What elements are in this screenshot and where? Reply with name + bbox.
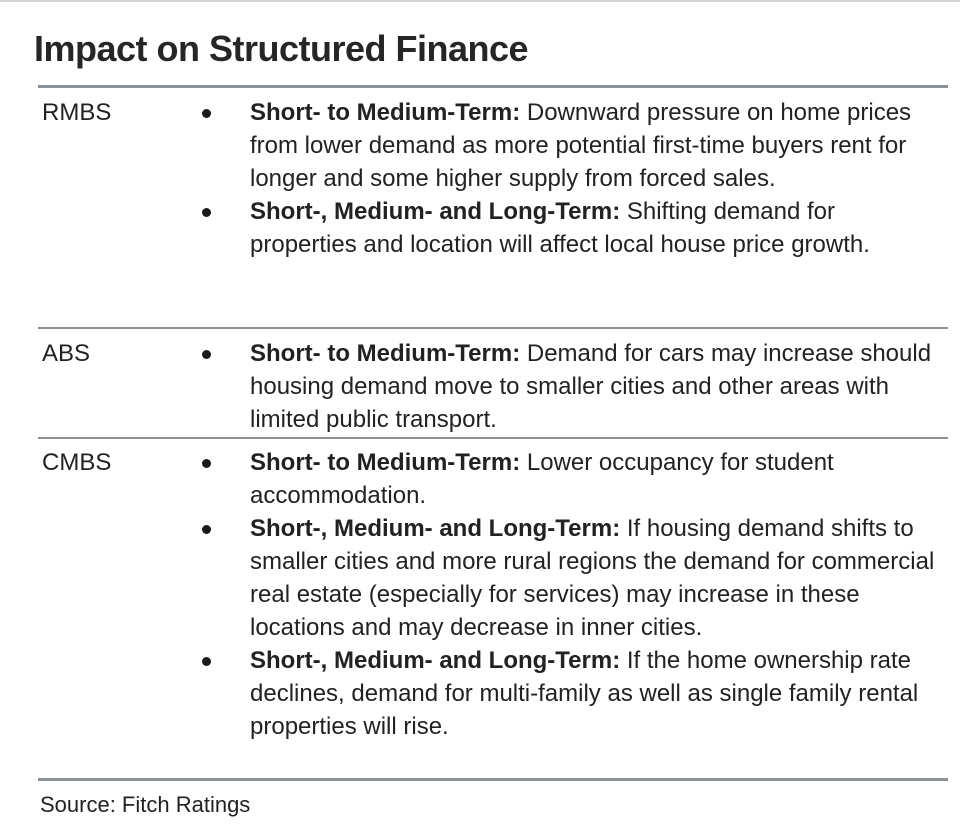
row-label-cmbs: CMBS (42, 449, 112, 476)
bullet-dot-icon (202, 459, 211, 468)
row-divider (38, 327, 948, 329)
table-top-rule (38, 85, 948, 88)
bullet-item: Short- to Medium-Term: Demand for cars m… (202, 337, 940, 436)
top-divider (0, 0, 960, 2)
bullet-term: Short-, Medium- and Long-Term: (250, 515, 621, 542)
row-divider (38, 437, 948, 439)
bullet-term: Short- to Medium-Term: (250, 340, 521, 367)
bullet-text: If housing demand shifts to smaller citi… (250, 515, 935, 641)
bullet-item: Short- to Medium-Term: Lower occupancy f… (202, 446, 940, 512)
bullet-list-cmbs: Short- to Medium-Term: Lower occupancy f… (202, 446, 940, 743)
bullet-term: Short-, Medium- and Long-Term: (250, 198, 621, 225)
bullet-text: Lower occupancy for student accommodatio… (250, 449, 834, 509)
bullet-list-rmbs: Short- to Medium-Term: Downward pressure… (202, 96, 940, 261)
bullet-dot-icon (202, 525, 211, 534)
exhibit-title: Impact on Structured Finance (34, 28, 529, 69)
bullet-text: If the home ownership rate declines, dem… (250, 647, 919, 740)
bullet-term: Short-, Medium- and Long-Term: (250, 647, 621, 674)
bullet-term: Short- to Medium-Term: (250, 449, 521, 476)
bullet-dot-icon (202, 657, 211, 666)
bullet-text: Shifting demand for properties and locat… (250, 198, 870, 258)
row-label-abs: ABS (42, 340, 91, 367)
bullet-item: Short- to Medium-Term: Downward pressure… (202, 96, 940, 195)
bullet-item: Short-, Medium- and Long-Term: If the ho… (202, 644, 940, 743)
bullet-term: Short- to Medium-Term: (250, 99, 521, 126)
row-label-rmbs: RMBS (42, 99, 112, 126)
bullet-text: Demand for cars may increase should hous… (250, 340, 932, 433)
bullet-item: Short-, Medium- and Long-Term: If housin… (202, 512, 940, 644)
bullet-dot-icon (202, 208, 211, 217)
bullet-item: Short-, Medium- and Long-Term: Shifting … (202, 195, 940, 261)
bullet-text: Downward pressure on home prices from lo… (250, 99, 912, 192)
bullet-dot-icon (202, 350, 211, 359)
source-note: Source: Fitch Ratings (40, 792, 251, 817)
bullet-dot-icon (202, 109, 211, 118)
bullet-list-abs: Short- to Medium-Term: Demand for cars m… (202, 337, 940, 436)
table-bottom-rule (38, 778, 948, 781)
